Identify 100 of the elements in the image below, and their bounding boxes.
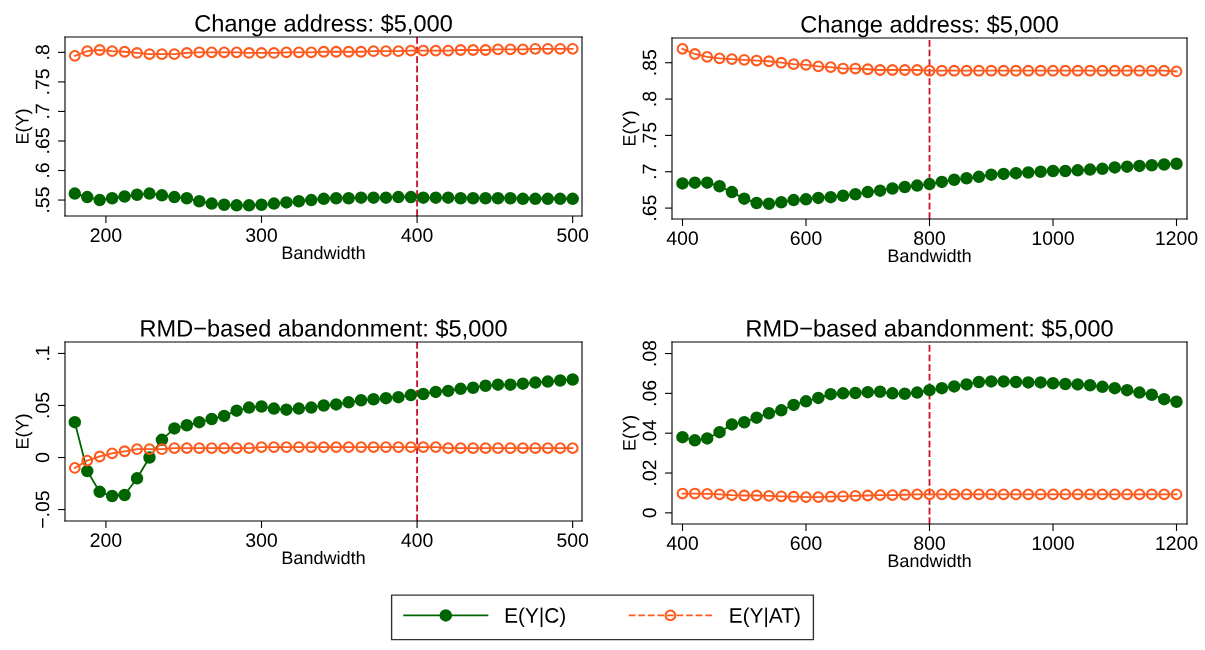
- point: [516, 442, 529, 455]
- point: [676, 43, 689, 55]
- point: [280, 403, 293, 416]
- x-tick-label: 400: [401, 533, 433, 548]
- y-axis-title: E(Y): [15, 414, 33, 449]
- point: [923, 383, 936, 397]
- point: [1108, 381, 1121, 395]
- point: [799, 193, 813, 206]
- point: [292, 194, 306, 208]
- point: [824, 490, 837, 503]
- x-tick-label: 500: [557, 533, 589, 548]
- point: [193, 194, 206, 208]
- point: [367, 45, 380, 58]
- point: [267, 402, 281, 415]
- point: [317, 399, 330, 412]
- point: [800, 491, 812, 504]
- point: [1120, 160, 1134, 173]
- point: [230, 404, 243, 417]
- y-tick-label: .75: [642, 122, 657, 148]
- x-tick-label: 400: [401, 228, 433, 243]
- x-axis-title: Bandwidth: [888, 553, 971, 568]
- point: [417, 441, 430, 454]
- y-tick-label: .55: [35, 187, 50, 212]
- point: [935, 381, 949, 395]
- point: [342, 192, 355, 205]
- point: [205, 442, 218, 455]
- point: [911, 64, 924, 76]
- point: [404, 441, 417, 454]
- point: [861, 63, 874, 76]
- x-tick-label: 800: [914, 536, 945, 551]
- point: [713, 488, 726, 501]
- point: [193, 46, 206, 59]
- point: [417, 387, 430, 401]
- point: [106, 447, 119, 460]
- point: [280, 441, 293, 454]
- point: [676, 430, 689, 444]
- point: [516, 192, 530, 206]
- y-tick-label: .7: [35, 104, 50, 118]
- point: [947, 173, 961, 186]
- point: [935, 64, 948, 77]
- x-tick-label: 600: [790, 536, 822, 551]
- point: [1046, 164, 1060, 178]
- point: [492, 43, 504, 56]
- point: [1009, 166, 1023, 180]
- point: [479, 442, 492, 455]
- point: [106, 45, 119, 58]
- y-tick-label: .8: [642, 91, 657, 106]
- point: [504, 43, 517, 56]
- point: [1120, 383, 1134, 397]
- point: [130, 472, 144, 485]
- point: [105, 489, 119, 503]
- point: [750, 54, 763, 67]
- point: [168, 422, 181, 435]
- point: [516, 377, 530, 390]
- point: [205, 197, 218, 210]
- point: [268, 47, 280, 59]
- y-tick-label: −.05: [35, 491, 50, 528]
- point: [1010, 488, 1022, 501]
- point: [367, 441, 380, 454]
- point: [775, 56, 788, 69]
- point: [1133, 159, 1146, 173]
- point: [243, 442, 255, 455]
- point: [1108, 161, 1121, 174]
- point: [93, 485, 106, 499]
- point: [93, 450, 106, 463]
- point: [923, 488, 936, 501]
- point: [280, 196, 293, 209]
- point: [566, 373, 579, 386]
- point: [454, 382, 467, 396]
- point: [242, 401, 256, 414]
- chart-title: Change address: $5,000: [195, 13, 452, 37]
- point: [676, 177, 689, 190]
- point: [68, 462, 81, 474]
- point: [268, 441, 280, 454]
- point: [441, 384, 455, 398]
- point: [541, 375, 555, 388]
- point: [429, 191, 442, 204]
- point: [479, 379, 492, 392]
- point: [972, 375, 986, 389]
- point: [280, 46, 293, 59]
- point: [529, 376, 542, 389]
- point: [973, 488, 985, 501]
- point: [566, 442, 579, 455]
- point: [342, 396, 355, 409]
- point: [118, 488, 131, 502]
- point: [750, 411, 763, 424]
- point: [554, 442, 567, 455]
- point: [81, 45, 94, 58]
- point: [479, 192, 492, 205]
- point: [923, 177, 936, 191]
- point: [305, 46, 318, 59]
- point: [948, 488, 961, 501]
- point: [898, 64, 911, 76]
- point: [787, 193, 800, 207]
- point: [118, 445, 131, 458]
- point: [837, 62, 849, 75]
- chart-title: RMD−based abandonment: $5,000: [141, 318, 507, 340]
- y-tick-label: .1: [35, 346, 50, 360]
- point: [1071, 378, 1084, 391]
- point: [1083, 163, 1097, 176]
